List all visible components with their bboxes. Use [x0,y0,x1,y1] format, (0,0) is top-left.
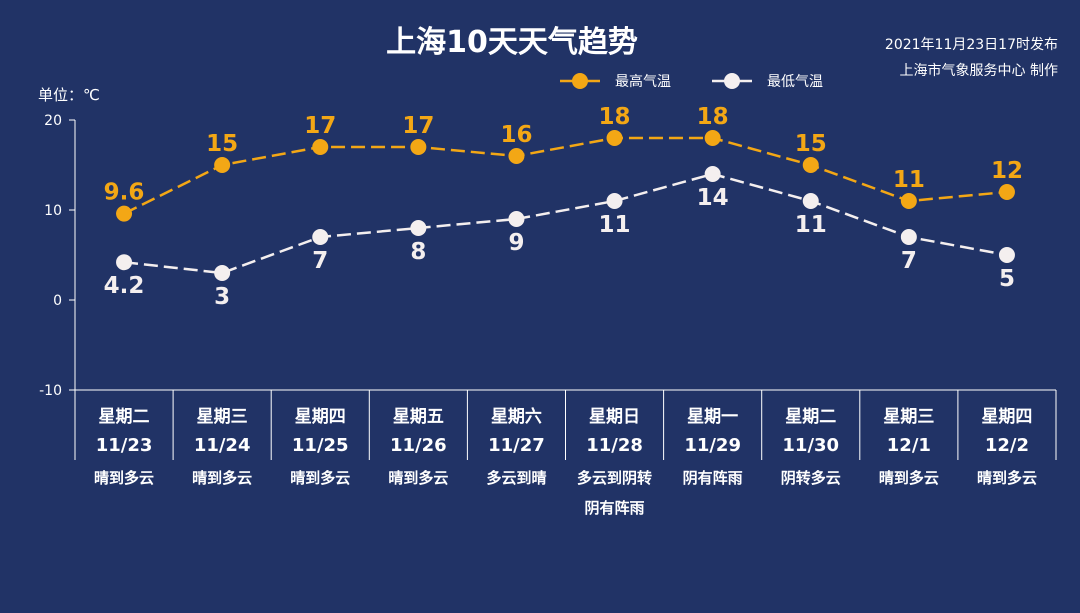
series-line [123,172,1008,275]
weekday-label: 星期五 [393,407,444,427]
data-label: 9.6 [104,180,145,206]
legend-swatch-marker [724,73,740,89]
data-point [802,157,819,173]
data-point [214,265,231,281]
weekday-label: 星期二 [99,407,150,427]
data-label: 15 [206,131,238,157]
data-point [508,211,525,227]
date-label: 11/28 [586,435,643,456]
weather-condition-label: 晴到多云 [977,469,1037,487]
data-point [704,166,721,182]
data-point [606,193,623,209]
y-tick-label: 10 [44,203,62,219]
data-point [704,130,721,146]
date-label: 11/27 [488,435,545,456]
date-label: 11/30 [782,435,839,456]
weekday-label: 星期一 [687,407,738,427]
data-point [410,139,427,155]
legend-label: 最高气温 [615,73,671,90]
date-label: 12/1 [887,435,931,456]
data-label: 8 [410,239,426,265]
axes: -10 0 10 20 [39,113,1057,460]
weather-condition-label: 晴到多云 [94,469,154,487]
weather-condition-label: 晴到多云 [192,469,252,487]
data-label: 18 [697,104,729,130]
data-point [508,148,525,164]
data-point [900,229,917,245]
weather-condition-label: 阴有阵雨 [585,499,645,517]
date-label: 11/23 [96,435,153,456]
date-label: 11/25 [292,435,349,456]
weekday-label: 星期六 [491,406,542,427]
data-point [116,205,133,222]
data-label: 7 [312,248,328,274]
data-label: 4.2 [104,273,145,299]
series-layer: 9.6 15 17 17 16 18 18 15 11 12 4.2 3 7 8 9 11 14 11 7 5 [104,104,1023,310]
data-label: 11 [599,212,631,238]
data-point [312,139,329,155]
y-tick-label: -10 [39,383,62,399]
weather-condition-label: 阴有阵雨 [683,469,743,487]
weekday-label: 星期四 [981,407,1032,427]
data-point [312,229,329,245]
weather-condition-label: 多云到晴 [486,469,546,487]
x-axis-categories: 星期二 11/23 晴到多云 星期三 11/24 晴到多云 星期四 11/25 晴到多云 星期五 1… [94,406,1037,517]
weather-condition-label: 晴到多云 [290,469,350,487]
weekday-label: 星期三 [883,407,934,427]
legend: 最高气温 最低气温 [560,73,823,90]
weekday-label: 星期日 [589,407,640,427]
data-point [214,157,231,173]
data-label: 17 [304,113,336,139]
data-label: 16 [500,122,532,148]
date-label: 11/26 [390,435,447,456]
data-point [900,193,917,209]
data-point [116,254,133,271]
weather-condition-label: 多云到阴转 [577,469,652,487]
data-label: 11 [893,167,925,193]
data-label: 11 [795,212,827,238]
data-point [998,184,1015,200]
weather-condition-label: 晴到多云 [879,469,939,487]
legend-item: 最低气温 [712,73,823,90]
publisher: 上海市气象服务中心 制作 [900,62,1058,79]
data-label: 12 [991,158,1023,184]
data-label: 18 [599,104,631,130]
series-最高气温: 9.6 15 17 17 16 18 18 15 11 12 [104,104,1023,222]
weekday-label: 星期三 [197,407,248,427]
weather-condition-label: 阴转多云 [781,469,841,487]
date-label: 11/24 [194,435,251,456]
y-tick-label: 0 [53,293,62,309]
data-label: 5 [999,266,1015,292]
date-label: 11/29 [684,435,741,456]
data-point [410,220,427,236]
publish-time: 2021年11月23日17时发布 [885,37,1058,53]
date-label: 12/2 [985,435,1029,456]
y-tick-label: 20 [44,113,62,129]
data-label: 3 [214,284,230,310]
data-label: 14 [697,185,729,211]
legend-swatch-marker [572,73,588,89]
data-label: 7 [901,248,917,274]
data-point [998,247,1015,263]
data-label: 9 [508,230,524,256]
legend-label: 最低气温 [767,74,823,90]
weekday-label: 星期四 [295,407,346,427]
unit-label: 单位：℃ [38,86,100,104]
data-label: 15 [795,131,827,157]
data-point [606,130,623,146]
chart-title: 上海10天天气趋势 [386,25,638,60]
series-最低气温: 4.2 3 7 8 9 11 14 11 7 5 [104,166,1015,310]
weather-condition-label: 晴到多云 [388,469,448,487]
data-label: 17 [402,113,434,139]
weekday-label: 星期二 [785,407,836,427]
series-line [123,136,1008,215]
legend-item: 最高气温 [560,73,671,90]
data-point [802,193,819,209]
